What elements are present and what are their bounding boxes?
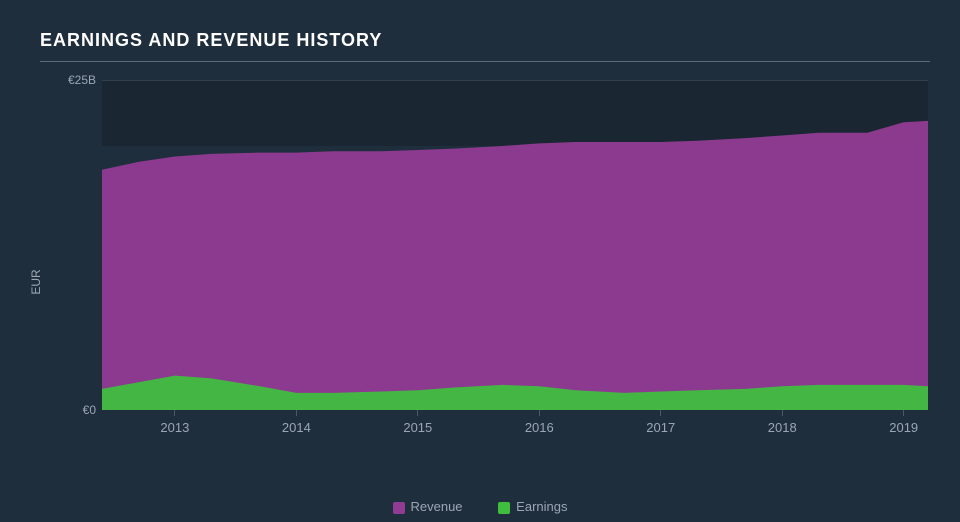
legend-item-earnings: Earnings — [498, 499, 567, 514]
legend: Revenue Earnings — [0, 499, 960, 514]
y-tick: €25B — [52, 73, 96, 87]
legend-item-revenue: Revenue — [393, 499, 463, 514]
x-tick: 2017 — [646, 420, 675, 435]
legend-swatch-earnings — [498, 502, 510, 514]
x-tick: 2019 — [889, 420, 918, 435]
y-tick: €0 — [52, 403, 96, 417]
legend-label-revenue: Revenue — [411, 499, 463, 514]
x-tick-mark — [539, 410, 540, 416]
chart-panel: EARNINGS AND REVENUE HISTORY — [40, 30, 930, 62]
legend-swatch-revenue — [393, 502, 405, 514]
x-tick-mark — [660, 410, 661, 416]
chart-area: EUR €0€25B 2013201420152016201720182019 — [40, 72, 930, 492]
x-tick-mark — [296, 410, 297, 416]
y-axis-label: EUR — [29, 269, 43, 294]
x-tick: 2018 — [768, 420, 797, 435]
x-tick: 2014 — [282, 420, 311, 435]
x-tick-mark — [782, 410, 783, 416]
chart-title: EARNINGS AND REVENUE HISTORY — [40, 30, 930, 62]
x-tick-mark — [417, 410, 418, 416]
x-tick: 2013 — [160, 420, 189, 435]
legend-label-earnings: Earnings — [516, 499, 567, 514]
x-tick: 2016 — [525, 420, 554, 435]
x-tick-mark — [174, 410, 175, 416]
x-tick: 2015 — [403, 420, 432, 435]
x-tick-mark — [903, 410, 904, 416]
plot-svg — [102, 80, 928, 410]
